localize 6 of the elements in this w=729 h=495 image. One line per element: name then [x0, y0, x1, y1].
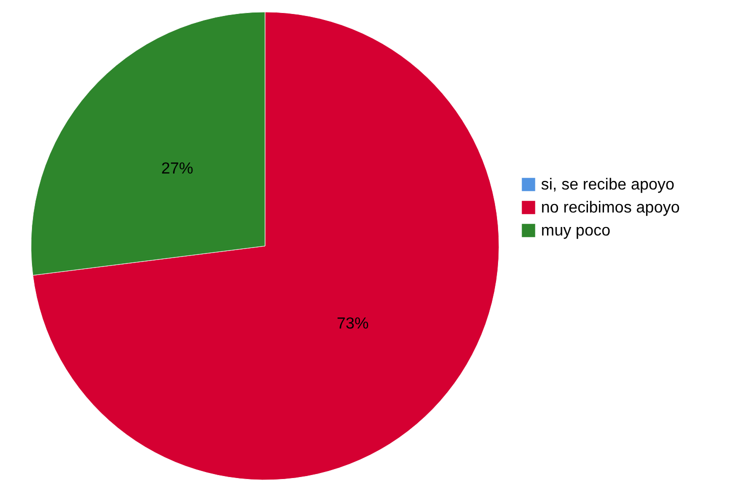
data-label: 27% [161, 160, 194, 178]
legend-label: si, se recibe apoyo [541, 176, 675, 194]
legend-label: no recibimos apoyo [541, 200, 680, 216]
pie-slice [32, 12, 500, 480]
data-label: 73% [336, 315, 369, 332]
legend-label: muy poco [541, 222, 610, 240]
